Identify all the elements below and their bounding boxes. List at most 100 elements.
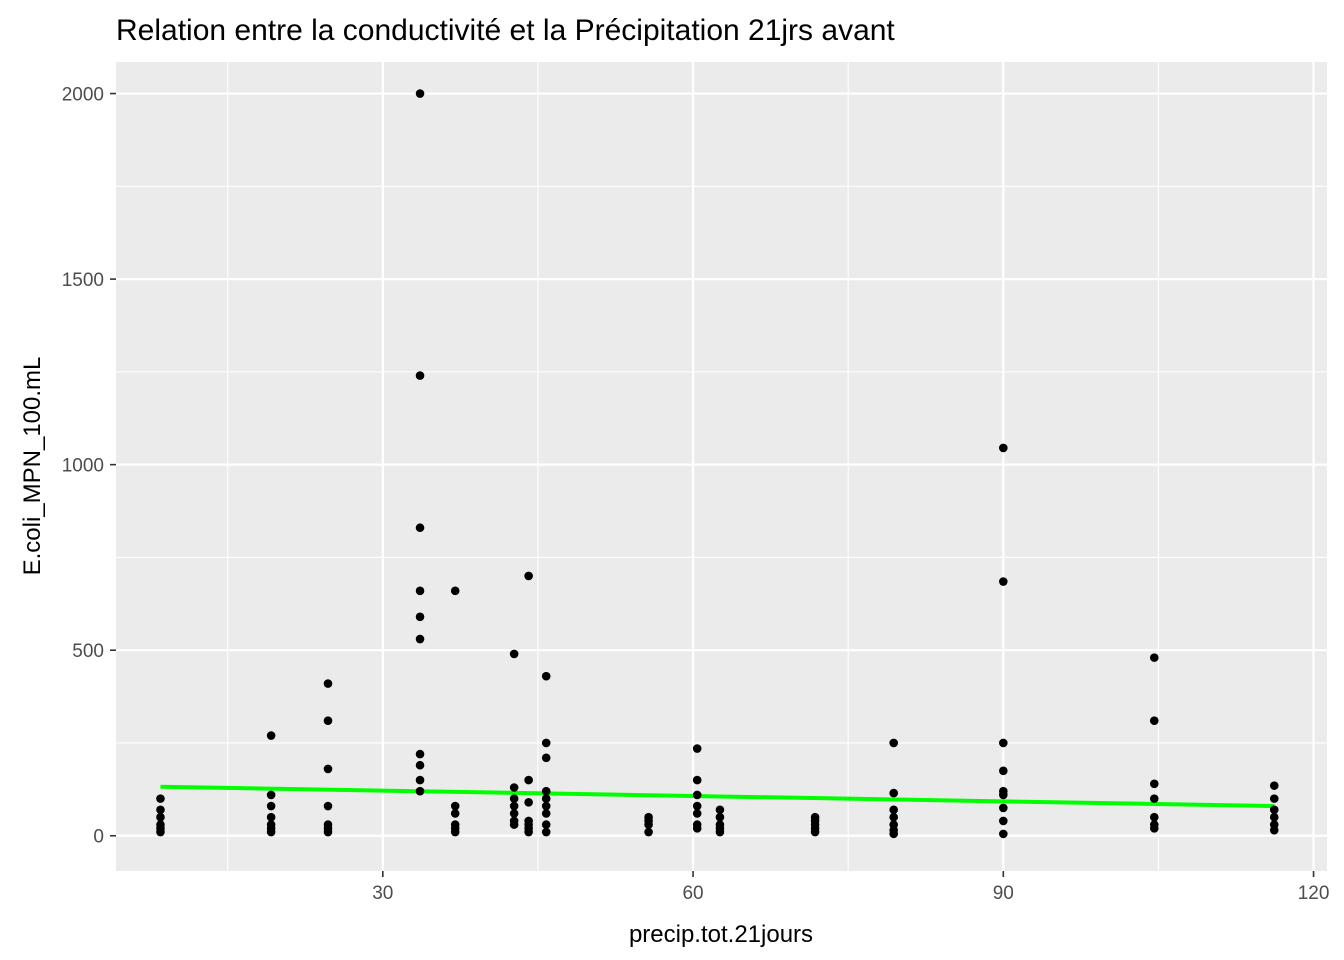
data-point (524, 571, 533, 581)
data-point (999, 738, 1008, 748)
y-axis-title: E.coli_MPN_100.mL (19, 357, 46, 576)
data-points (156, 89, 1279, 839)
data-point (415, 786, 425, 796)
data-point (692, 809, 702, 818)
data-point (415, 586, 425, 596)
data-point (450, 827, 460, 837)
x-axis-ticks: 30 60 90 120 (372, 871, 1329, 904)
data-point (415, 89, 425, 98)
data-point (415, 612, 425, 622)
data-point (715, 812, 725, 822)
data-point (1149, 779, 1159, 789)
data-point (715, 827, 725, 837)
data-point (156, 805, 165, 815)
data-point (999, 829, 1008, 839)
data-point (1269, 794, 1279, 803)
x-tick-label: 60 (682, 883, 703, 904)
data-point (450, 801, 460, 811)
data-point (415, 760, 425, 770)
x-axis-title: precip.tot.21jours (629, 921, 813, 948)
data-point (1269, 805, 1279, 815)
data-point (323, 801, 333, 811)
data-point (509, 801, 519, 811)
y-tick-label: 0 (93, 827, 104, 848)
y-axis-ticks: 0 500 1000 1500 2000 (62, 85, 116, 848)
data-point (889, 738, 898, 748)
data-point (524, 827, 533, 837)
data-point (999, 766, 1008, 776)
data-point (509, 809, 519, 818)
data-point (889, 829, 898, 839)
data-point (889, 788, 898, 798)
data-point (715, 805, 725, 815)
data-point (415, 634, 425, 644)
data-point (323, 827, 333, 837)
data-point (509, 794, 519, 803)
data-point (692, 801, 702, 811)
data-point (266, 827, 276, 837)
y-tick-label: 1000 (62, 456, 104, 477)
data-point (541, 827, 551, 837)
plot-panel (116, 62, 1327, 871)
data-point (1269, 781, 1279, 790)
data-point (541, 753, 551, 763)
trend-line (160, 784, 1275, 809)
data-point (1269, 812, 1279, 822)
data-point (999, 443, 1008, 453)
y-tick-label: 1500 (62, 270, 104, 291)
data-point (323, 716, 333, 726)
data-point (415, 749, 425, 759)
data-point (541, 820, 551, 829)
x-tick-label: 90 (993, 883, 1014, 904)
data-point (1149, 716, 1159, 726)
data-point (1269, 825, 1279, 835)
data-point (541, 738, 551, 748)
data-point (692, 775, 702, 785)
data-point (266, 790, 276, 800)
data-point (415, 371, 425, 380)
data-point (999, 803, 1008, 813)
data-point (323, 764, 333, 774)
data-point (999, 790, 1008, 800)
data-point (156, 827, 165, 837)
data-point (999, 577, 1008, 586)
data-point (266, 812, 276, 822)
data-point (1149, 824, 1159, 833)
chart-title: Relation entre la conductivité et la Pré… (116, 14, 895, 47)
data-point (450, 809, 460, 818)
data-point (524, 798, 533, 807)
data-point (509, 649, 519, 659)
data-point (266, 801, 276, 811)
data-point (541, 794, 551, 803)
data-point (450, 586, 460, 596)
data-point (323, 679, 333, 688)
data-point (541, 786, 551, 796)
data-point (541, 809, 551, 818)
data-point (541, 671, 551, 681)
data-point (810, 827, 820, 837)
data-point (1149, 794, 1159, 803)
data-point (889, 812, 898, 822)
y-tick-label: 500 (72, 641, 104, 662)
data-point (524, 775, 533, 785)
data-point (644, 820, 653, 829)
data-point (156, 812, 165, 822)
data-point (1149, 653, 1159, 662)
data-point (266, 731, 276, 740)
data-point (644, 827, 653, 837)
data-point (509, 783, 519, 792)
data-point (509, 820, 519, 829)
data-point (541, 801, 551, 811)
x-tick-label: 30 (372, 883, 393, 904)
y-tick-label: 2000 (62, 85, 104, 106)
data-point (692, 744, 702, 753)
data-point (692, 824, 702, 833)
data-point (889, 805, 898, 815)
x-tick-label: 120 (1298, 883, 1330, 904)
data-point (1149, 812, 1159, 822)
data-point (156, 794, 165, 803)
data-point (415, 523, 425, 533)
data-point (692, 790, 702, 800)
data-point (415, 775, 425, 785)
